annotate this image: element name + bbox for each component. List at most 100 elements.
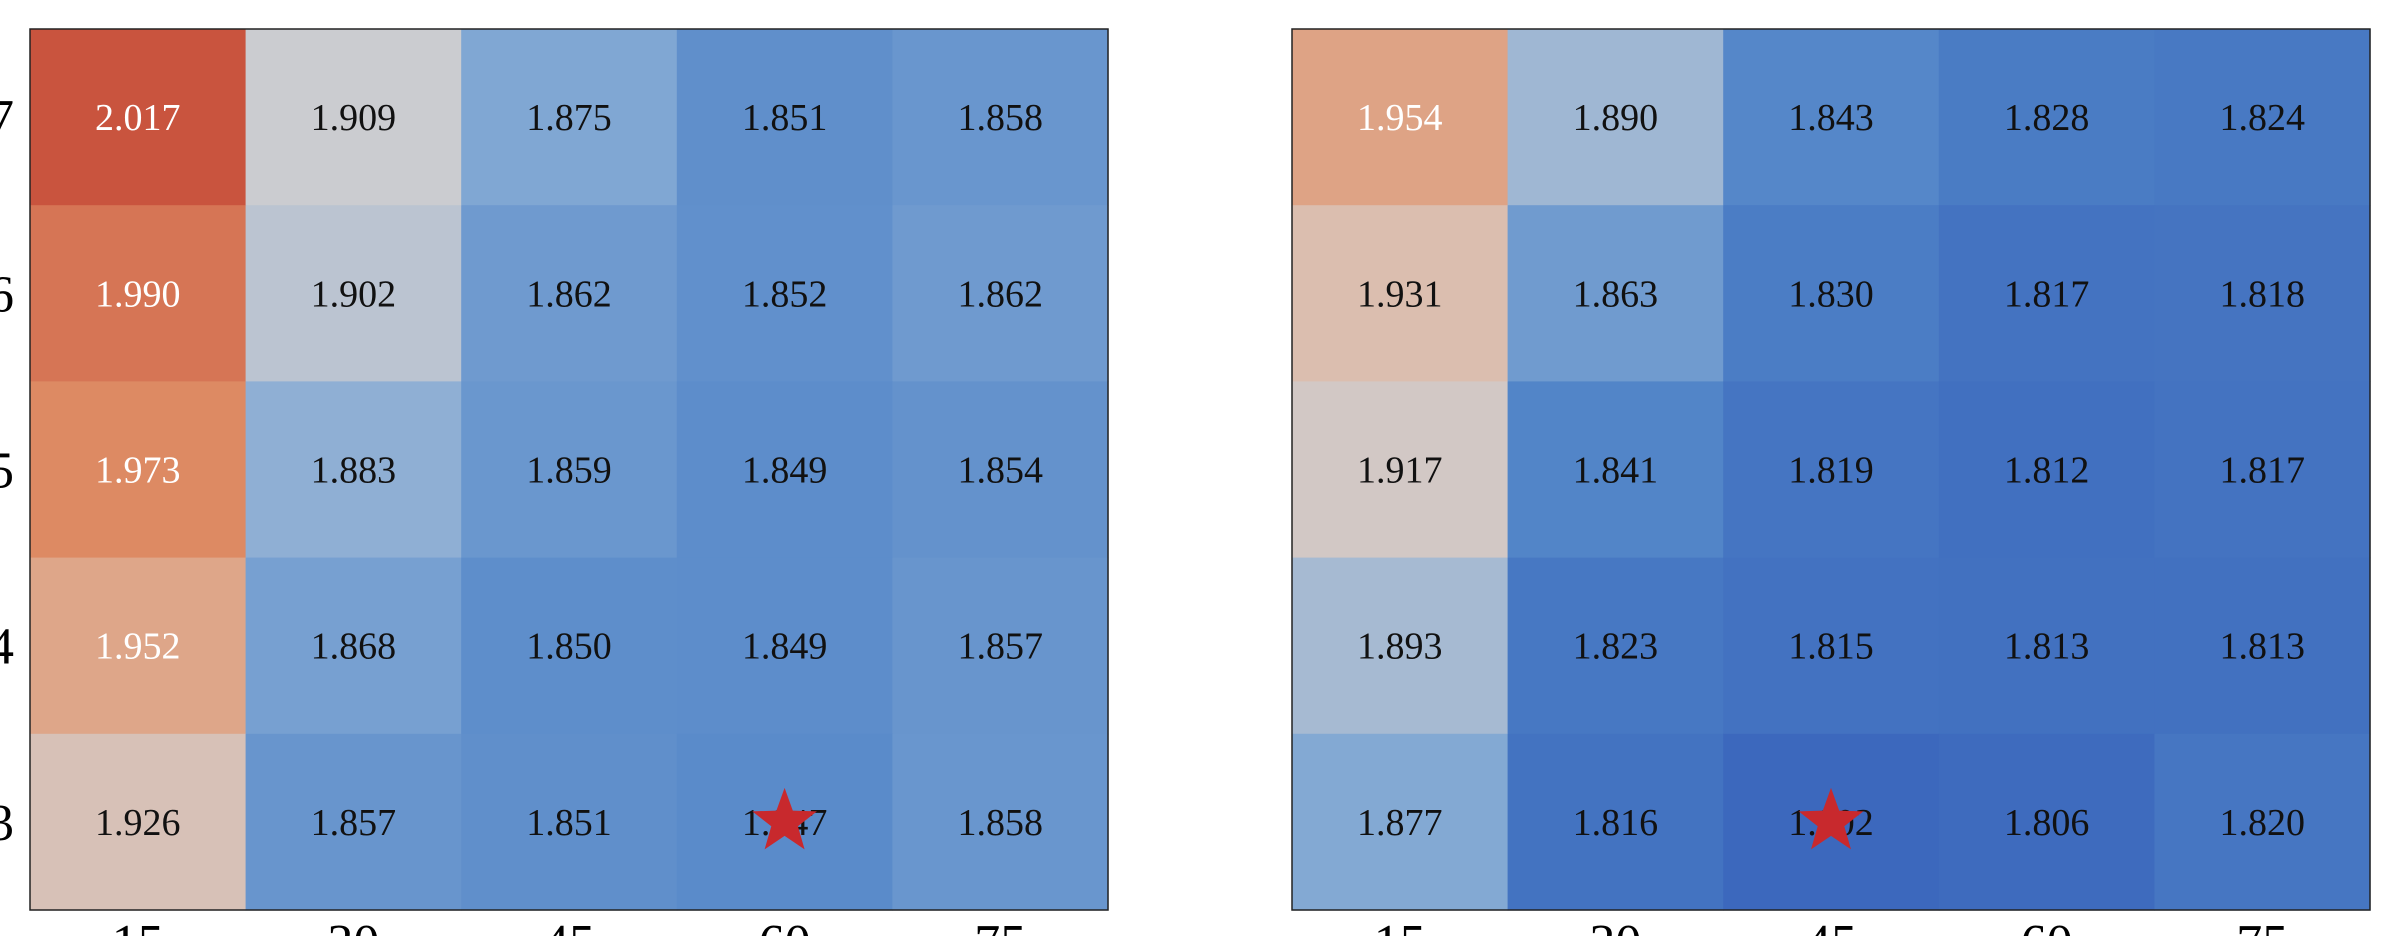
heatmap-cell xyxy=(30,733,247,911)
heatmap-cell xyxy=(1292,29,1509,206)
cell-value-label: 1.817 xyxy=(2004,273,2090,315)
heatmap-cell xyxy=(2154,29,2371,206)
cell-value-label: 1.806 xyxy=(2004,802,2090,844)
cell-value-label: 1.902 xyxy=(311,273,397,315)
cell-value-label: 1.954 xyxy=(1357,97,1443,139)
x-tick-label: 60 xyxy=(759,915,811,936)
heatmap-cell xyxy=(1938,29,2155,206)
cell-value-label: 1.816 xyxy=(1573,802,1659,844)
heatmap-cell xyxy=(1507,557,1724,735)
cell-value-label: 1.893 xyxy=(1357,626,1443,668)
cell-value-label: 1.973 xyxy=(95,450,181,492)
y-tick-label: 7 xyxy=(0,90,14,147)
cell-value-label: 1.819 xyxy=(1788,450,1874,492)
plot-frame xyxy=(1291,28,2371,911)
heatmap-cell xyxy=(461,381,678,559)
x-tick-label: 75 xyxy=(974,915,1026,936)
heatmap-cell xyxy=(1723,205,1940,382)
cell-value-label: 1.817 xyxy=(2219,450,2305,492)
heatmap-cell xyxy=(245,733,462,911)
cell-value-label: 1.868 xyxy=(311,626,397,668)
heatmap-cell xyxy=(1507,733,1724,911)
heatmap-cell xyxy=(1723,381,1940,559)
heatmap-cell xyxy=(676,381,893,559)
heatmap-cell xyxy=(1938,205,2155,382)
heatmap-cell xyxy=(892,381,1109,559)
cell-value-label: 1.815 xyxy=(1788,626,1874,668)
cell-value-label: 1.857 xyxy=(957,626,1043,668)
cell-value-label: 1.843 xyxy=(1788,97,1874,139)
cell-value-label: 1.883 xyxy=(311,450,397,492)
cell-value-label: 1.818 xyxy=(2219,273,2305,315)
heatmap-cell xyxy=(2154,381,2371,559)
heatmap-cell xyxy=(676,205,893,382)
x-tick-label: 45 xyxy=(1805,915,1857,936)
x-tick-label: 15 xyxy=(112,915,164,936)
cell-value-label: 1.813 xyxy=(2004,626,2090,668)
plot-frame xyxy=(29,28,1109,911)
cell-value-label: 1.875 xyxy=(526,97,612,139)
cell-value-label: 1.854 xyxy=(957,450,1043,492)
x-tick-label: 15 xyxy=(1374,915,1426,936)
heatmap-cell xyxy=(676,557,893,735)
heatmap-cell xyxy=(30,381,247,559)
heatmap-cell xyxy=(245,29,462,206)
cell-value-label: 1.877 xyxy=(1357,802,1443,844)
cell-value-label: 1.841 xyxy=(1573,450,1659,492)
x-tick-label: 75 xyxy=(2236,915,2288,936)
y-tick-label: 6 xyxy=(0,266,14,323)
heatmap-cell xyxy=(676,29,893,206)
heatmap-cell xyxy=(1507,381,1724,559)
heatmap-cell xyxy=(1292,381,1509,559)
cell-value-label: 1.863 xyxy=(1573,273,1659,315)
y-tick-label: 3 xyxy=(0,795,14,852)
cell-value-label: 2.017 xyxy=(95,97,181,139)
heatmap-cell xyxy=(1507,205,1724,382)
heatmap-cell xyxy=(2154,557,2371,735)
heatmap-cell xyxy=(892,205,1109,382)
heatmap-cell xyxy=(1938,381,2155,559)
cell-value-label: 1.849 xyxy=(742,450,828,492)
cell-value-label: 1.849 xyxy=(742,626,828,668)
heatmap-cell xyxy=(1507,29,1724,206)
heatmap-cell xyxy=(245,557,462,735)
cell-value-label: 1.917 xyxy=(1357,450,1443,492)
cell-value-label: 1.990 xyxy=(95,273,181,315)
cell-value-label: 1.890 xyxy=(1573,97,1659,139)
heatmap-cell xyxy=(1938,557,2155,735)
heatmap-cell xyxy=(1292,733,1509,911)
optimum-star-marker xyxy=(752,787,817,850)
heatmap-cell xyxy=(30,29,247,206)
heatmap-cell xyxy=(245,381,462,559)
cell-value-label: 1.828 xyxy=(2004,97,2090,139)
cell-value-label: 1.926 xyxy=(95,802,181,844)
heatmap-cell xyxy=(1723,557,1940,735)
cell-value-label: 1.862 xyxy=(526,273,612,315)
cell-value-label: 1.813 xyxy=(2219,626,2305,668)
x-tick-label: 60 xyxy=(2021,915,2073,936)
y-tick-label: 5 xyxy=(0,443,14,500)
cell-value-label: 1.820 xyxy=(2219,802,2305,844)
y-tick-label: 4 xyxy=(0,619,14,676)
heatmap-cell xyxy=(30,205,247,382)
heatmap-cell xyxy=(1723,29,1940,206)
cell-value-label: 1.952 xyxy=(95,626,181,668)
cell-value-label: 1.909 xyxy=(311,97,397,139)
heatmap-cell xyxy=(1938,733,2155,911)
cell-value-label: 1.931 xyxy=(1357,273,1443,315)
heatmap-cell xyxy=(1292,205,1509,382)
heatmap-cell xyxy=(245,205,462,382)
heatmap-right: 1.954 1.890 1.843 1.828 1.824 1.931 1.863 1.830… xyxy=(1291,28,2371,936)
cell-value-label: 1.830 xyxy=(1788,273,1874,315)
cell-value-label: 1.859 xyxy=(526,450,612,492)
cell-value-label: 1.858 xyxy=(957,802,1043,844)
cell-value-label: 1.823 xyxy=(1573,626,1659,668)
heatmap-cell xyxy=(461,205,678,382)
optimum-star-marker xyxy=(1798,787,1864,850)
heatmap-cell xyxy=(461,733,678,911)
heatmap-left: 2.017 1.909 1.875 1.851 1.858 1.990 1.902 1.862… xyxy=(0,28,1109,936)
x-tick-label: 45 xyxy=(543,915,595,936)
cell-value-label: 1.851 xyxy=(526,802,612,844)
cell-value-label: 1.852 xyxy=(742,273,828,315)
